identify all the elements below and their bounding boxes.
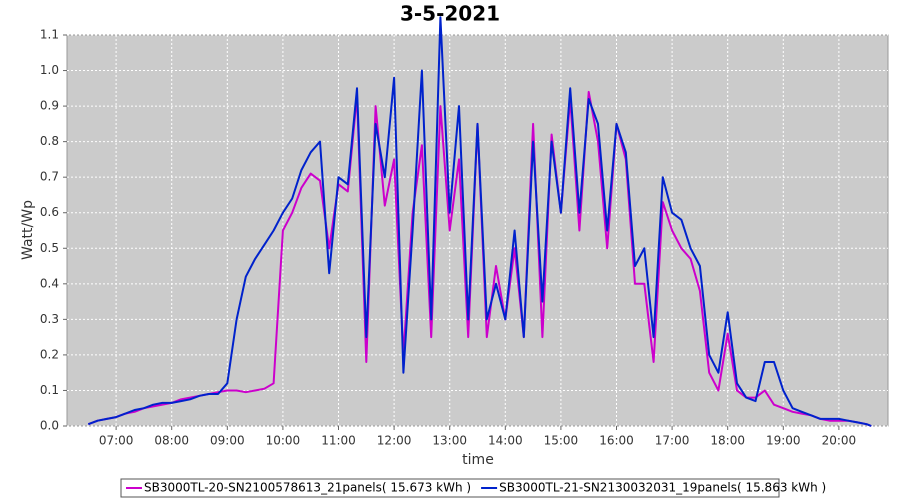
x-tick-label: 07:00 bbox=[99, 434, 134, 448]
y-tick-label: 0.1 bbox=[40, 383, 59, 397]
x-tick-label: 10:00 bbox=[266, 434, 301, 448]
legend-label: SB3000TL-20-SN2100578613_21panels( 15.67… bbox=[144, 481, 471, 495]
x-axis-label: time bbox=[462, 452, 494, 468]
x-tick-label: 11:00 bbox=[321, 434, 356, 448]
x-tick-label: 14:00 bbox=[488, 434, 523, 448]
chart-title: 3-5-2021 bbox=[400, 2, 500, 26]
x-tick-label: 20:00 bbox=[822, 434, 857, 448]
x-tick-label: 08:00 bbox=[154, 434, 189, 448]
y-tick-label: 0.8 bbox=[40, 134, 59, 148]
legend-box bbox=[120, 478, 780, 498]
y-tick-label: 0.6 bbox=[40, 205, 59, 219]
x-tick-label: 09:00 bbox=[210, 434, 245, 448]
x-tick-label: 17:00 bbox=[655, 434, 690, 448]
x-tick-label: 12:00 bbox=[377, 434, 412, 448]
x-tick-label: 13:00 bbox=[432, 434, 467, 448]
y-tick-label: 0.3 bbox=[40, 312, 59, 326]
x-tick-label: 16:00 bbox=[599, 434, 634, 448]
series-line bbox=[87, 16, 872, 427]
plot-area bbox=[66, 34, 889, 427]
x-tick-label: 15:00 bbox=[544, 434, 579, 448]
y-tick-label: 1.0 bbox=[40, 63, 59, 77]
y-tick-label: 0.4 bbox=[40, 276, 59, 290]
y-tick-label: 0.5 bbox=[40, 241, 59, 255]
x-tick-label: 18:00 bbox=[710, 434, 745, 448]
x-tick-label: 19:00 bbox=[766, 434, 801, 448]
y-tick-label: 0.9 bbox=[40, 99, 59, 113]
y-tick-label: 1.1 bbox=[40, 28, 59, 42]
y-tick-label: 0.0 bbox=[40, 419, 59, 433]
legend-label: SB3000TL-21-SN2130032031_19panels( 15.86… bbox=[499, 481, 826, 495]
y-axis-label: Watt/Wp bbox=[20, 200, 36, 260]
y-tick-label: 0.7 bbox=[40, 170, 59, 184]
legend: SB3000TL-20-SN2100578613_21panels( 15.67… bbox=[120, 478, 826, 498]
y-tick-label: 0.2 bbox=[40, 347, 59, 361]
